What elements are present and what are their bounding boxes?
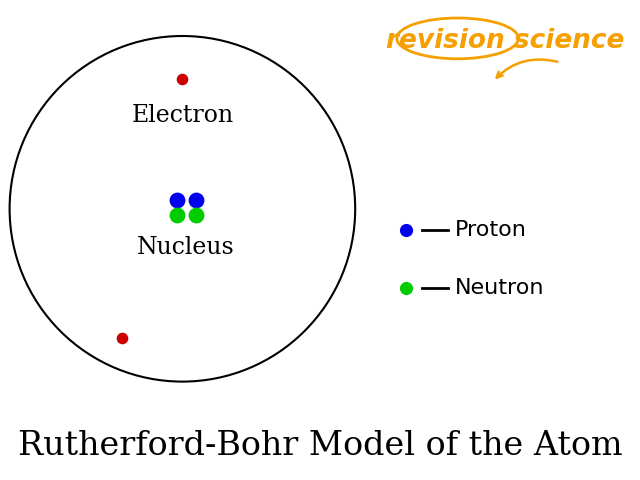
Point bbox=[172, 211, 182, 218]
Point bbox=[401, 284, 412, 292]
Text: revision science: revision science bbox=[387, 28, 625, 54]
Point bbox=[191, 211, 202, 218]
Point bbox=[177, 75, 188, 83]
Text: Electron: Electron bbox=[131, 104, 234, 127]
Point bbox=[191, 196, 202, 204]
Text: Nucleus: Nucleus bbox=[137, 236, 234, 259]
Text: Rutherford-Bohr Model of the Atom: Rutherford-Bohr Model of the Atom bbox=[18, 431, 622, 462]
Point bbox=[172, 196, 182, 204]
Point bbox=[116, 335, 127, 342]
Point bbox=[401, 227, 412, 234]
Text: Neutron: Neutron bbox=[454, 278, 544, 298]
Text: Proton: Proton bbox=[454, 220, 526, 240]
